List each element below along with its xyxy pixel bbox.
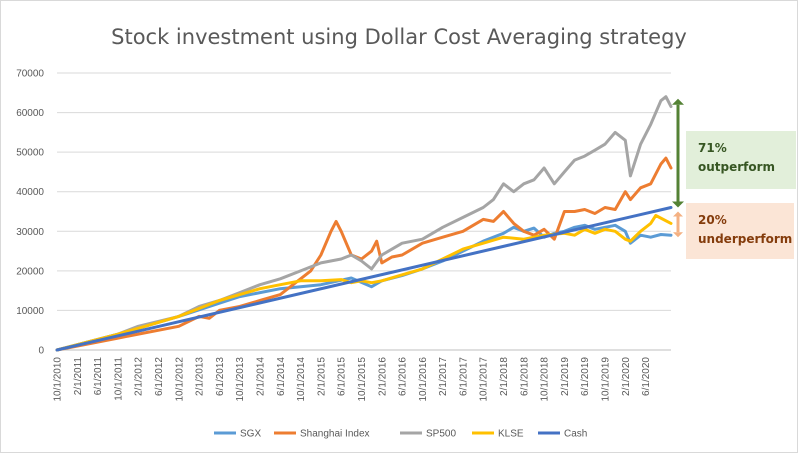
x-tick-label: 10/1/2013: [235, 357, 246, 402]
outperform-box: [686, 131, 796, 189]
legend-label: Cash: [564, 429, 587, 440]
x-tick-label: 6/1/2020: [641, 357, 652, 396]
outperform-percent: 71%: [698, 141, 727, 155]
x-tick-label: 6/1/2011: [93, 357, 104, 396]
series-line-sp500: [55, 95, 673, 352]
legend-label: Shanghai Index: [300, 429, 370, 440]
x-tick-label: 2/1/2017: [438, 357, 449, 396]
series-line-cash: [55, 206, 673, 352]
x-tick-label: 6/1/2017: [458, 357, 469, 396]
x-tick-label: 2/1/2018: [499, 357, 510, 396]
outperform-text: outperform: [698, 160, 776, 174]
x-tick-label: 10/1/2016: [418, 357, 429, 402]
legend-label: KLSE: [498, 429, 524, 440]
x-tick-label: 6/1/2018: [519, 357, 530, 396]
series-line-klse: [55, 214, 673, 352]
outperform-arrow-head-bottom: [672, 201, 684, 208]
x-tick-label: 2/1/2016: [377, 357, 388, 396]
x-tick-label: 10/1/2017: [479, 357, 490, 402]
x-tick-label: 10/1/2015: [357, 357, 368, 402]
y-tick-label: 50000: [16, 148, 44, 159]
series-lines: [55, 95, 673, 352]
x-tick-label: 10/1/2018: [540, 357, 551, 402]
x-tick-label: 2/1/2014: [255, 357, 266, 396]
y-tick-label: 60000: [16, 108, 44, 119]
gridlines: [57, 72, 671, 351]
y-tick-label: 70000: [16, 69, 44, 80]
underperform-text: underperform: [698, 232, 793, 246]
x-tick-label: 6/1/2016: [398, 357, 409, 396]
x-tick-label: 2/1/2013: [195, 357, 206, 396]
y-tick-label: 30000: [16, 227, 44, 238]
annotations: [672, 98, 796, 259]
x-tick-label: 10/1/2012: [174, 357, 185, 402]
x-tick-label: 6/1/2015: [337, 357, 348, 396]
x-tick-label: 6/1/2013: [215, 357, 226, 396]
x-tick-label: 10/1/2010: [53, 357, 64, 402]
y-tick-label: 40000: [16, 187, 44, 198]
outperform-arrow-head-top: [672, 98, 684, 105]
series-line-sgx: [55, 223, 673, 352]
series-line-shanghai-index: [55, 156, 673, 352]
underperform-arrow-head-top: [673, 211, 683, 217]
legend-label: SGX: [240, 429, 261, 440]
underperform-box: [686, 203, 794, 259]
x-tick-label: 2/1/2020: [621, 357, 632, 396]
x-axis: 10/1/2010 2/1/2011 6/1/2011 10/1/2011 2/1/20…: [53, 349, 671, 402]
underperform-percent: 20%: [698, 213, 727, 227]
x-tick-label: 10/1/2011: [113, 357, 124, 401]
x-tick-label: 6/1/2012: [154, 357, 165, 396]
outperform-note: 71% outperform: [686, 131, 796, 189]
x-tick-label: 2/1/2012: [134, 357, 145, 396]
x-tick-label: 6/1/2014: [276, 357, 287, 396]
y-tick-label: 10000: [16, 306, 44, 317]
underperform-note: 20% underperform: [686, 203, 794, 259]
x-tick-label: 2/1/2019: [560, 357, 571, 396]
x-tick-label: 10/1/2019: [601, 357, 612, 402]
x-tick-label: 2/1/2015: [316, 357, 327, 396]
x-tick-label: 10/1/2014: [296, 357, 307, 402]
x-tick-label: 2/1/2011: [73, 357, 84, 396]
x-tick-label: 6/1/2019: [580, 357, 591, 396]
y-tick-label: 20000: [16, 266, 44, 277]
underperform-arrow-head-bottom: [673, 232, 683, 238]
legend-label: SP500: [426, 429, 456, 440]
y-tick-label: 0: [38, 346, 44, 357]
legend: SGX Shanghai Index SP500 KLSE Cash: [214, 429, 587, 440]
chart-title: Stock investment using Dollar Cost Avera…: [111, 25, 687, 49]
y-axis: 0 10000 20000 30000 40000 50000 60000 70000: [16, 69, 44, 357]
